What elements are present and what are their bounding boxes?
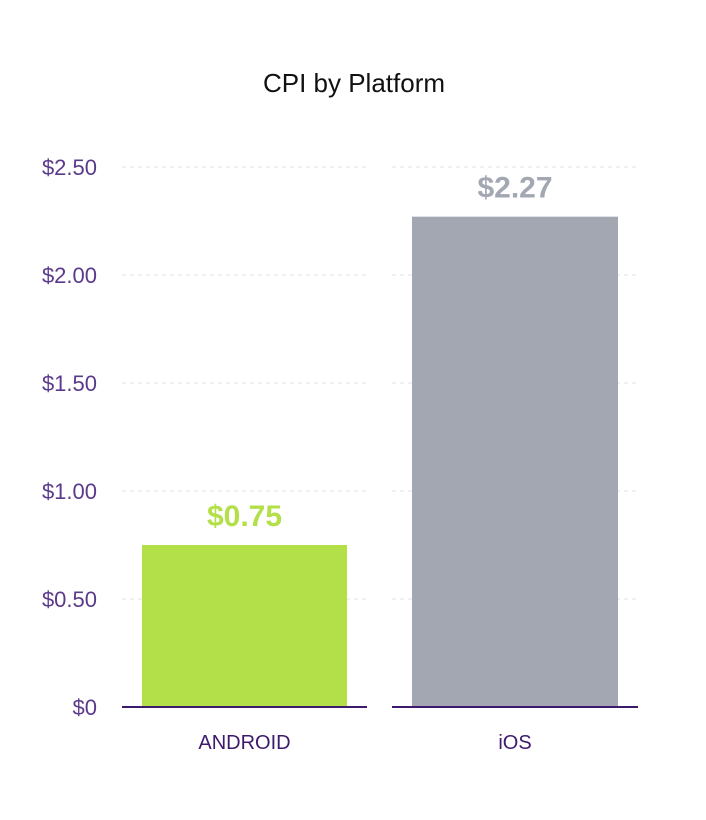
bars [142,216,618,707]
x-axis-ticks: ANDROID iOS [198,732,531,754]
data-label: $2.27 [477,172,552,205]
bar-ios [412,216,618,707]
y-tick-label: $1.50 [42,371,97,396]
x-tick-label: iOS [498,732,531,754]
data-label: $0.75 [207,500,282,533]
y-tick-label: $0.50 [42,587,97,612]
y-tick-label: $2.00 [42,263,97,288]
bar-android [142,545,347,707]
chart-title: CPI by Platform [263,68,445,98]
y-tick-label: $2.50 [42,155,97,180]
y-axis-ticks: $0 $0.50 $1.00 $1.50 $2.00 $2.50 [42,155,97,720]
data-labels: $0.75 $2.27 [207,172,553,533]
x-tick-label: ANDROID [198,732,290,754]
y-tick-label: $1.00 [42,479,97,504]
y-tick-label: $0 [73,695,97,720]
